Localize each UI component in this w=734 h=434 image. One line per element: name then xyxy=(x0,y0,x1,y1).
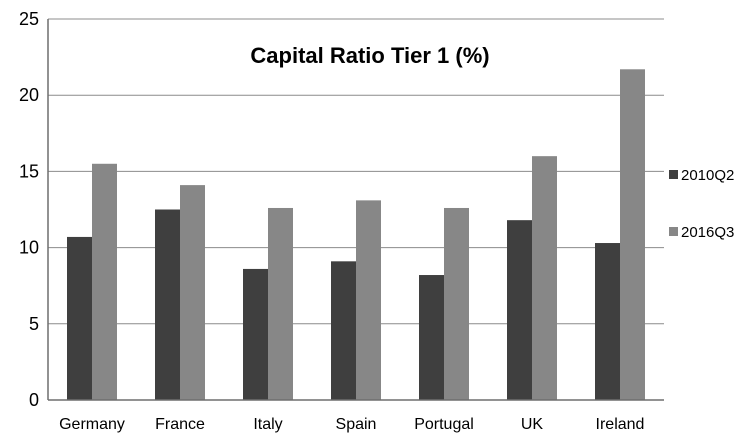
bar-2016q3-uk xyxy=(532,156,557,400)
gridlines xyxy=(48,18,664,325)
y-tick-label: 25 xyxy=(19,9,39,29)
x-tick-label: Portugal xyxy=(414,416,474,433)
x-tick-label: Ireland xyxy=(596,416,645,433)
bar-2016q3-portugal xyxy=(444,207,469,400)
x-tick-label: UK xyxy=(521,416,544,433)
x-tick-label: Germany xyxy=(59,416,125,433)
bars xyxy=(67,69,645,401)
chart-title: Capital Ratio Tier 1 (%) xyxy=(250,43,489,68)
bar-2010q2-spain xyxy=(331,261,356,400)
bar-2010q2-france xyxy=(155,209,180,400)
y-tick-labels: 0 5 10 15 20 25 xyxy=(19,9,39,410)
x-tick-label: Spain xyxy=(336,416,377,433)
bar-2010q2-uk xyxy=(507,220,532,400)
legend: 2010Q2 2016Q3 xyxy=(669,167,734,241)
axes xyxy=(47,19,664,401)
bar-2010q2-germany xyxy=(67,236,92,400)
legend-swatch xyxy=(669,227,678,236)
bar-2016q3-italy xyxy=(268,207,293,400)
x-tick-label: Italy xyxy=(253,416,282,433)
x-tick-labels: Germany France Italy Spain Portugal UK Ireland xyxy=(59,416,644,433)
bar-2016q3-france xyxy=(180,185,205,400)
x-tick-label: France xyxy=(155,416,205,433)
y-tick-label: 15 xyxy=(19,161,39,181)
y-tick-label: 5 xyxy=(29,314,39,334)
bar-2010q2-portugal xyxy=(419,275,444,400)
bar-2016q3-ireland xyxy=(620,69,645,401)
legend-label: 2010Q2 xyxy=(681,167,734,184)
bar-2016q3-spain xyxy=(356,200,381,400)
y-tick-label: 0 xyxy=(29,390,39,410)
legend-swatch xyxy=(669,170,678,179)
bar-2016q3-germany xyxy=(92,163,117,400)
y-tick-label: 10 xyxy=(19,238,39,258)
bar-2010q2-ireland xyxy=(595,243,620,400)
legend-label: 2016Q3 xyxy=(681,224,734,241)
y-tick-label: 20 xyxy=(19,85,39,105)
bar-2010q2-italy xyxy=(243,268,268,400)
